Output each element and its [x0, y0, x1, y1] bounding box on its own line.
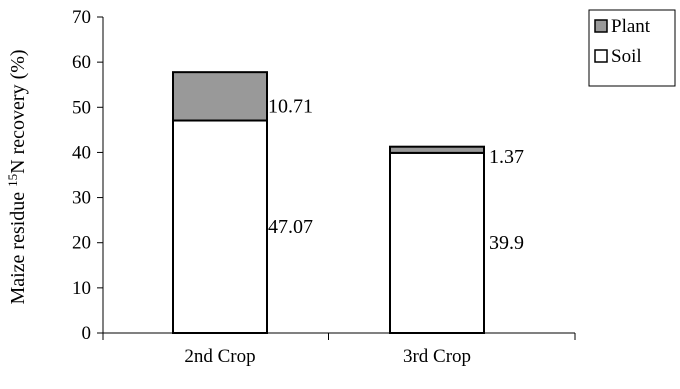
y-tick-label-30: 30 [72, 188, 91, 209]
y-tick-label-40: 40 [72, 142, 91, 163]
legend: Plant Soil [588, 9, 676, 87]
category-label-1: 3rd Crop [403, 346, 471, 367]
y-tick-label-60: 60 [72, 52, 91, 73]
bars [172, 71, 485, 334]
category-labels: 2nd Crop 3rd Crop [184, 346, 471, 367]
data-label-soil-0: 47.07 [268, 216, 313, 238]
bar-plant-0 [172, 71, 268, 122]
legend-swatch-soil [594, 49, 608, 63]
data-label-soil-1: 39.9 [489, 232, 524, 254]
y-tick-label-10: 10 [72, 278, 91, 299]
legend-swatch-plant [594, 19, 608, 33]
legend-label-soil: Soil [611, 46, 642, 67]
y-tick-label-20: 20 [72, 233, 91, 254]
bar-plant-1 [389, 145, 485, 154]
category-label-0: 2nd Crop [184, 346, 255, 367]
bar-soil-1 [389, 151, 485, 334]
y-axis-label-prefix: Maize residue [7, 187, 29, 305]
y-axis-label-sup: 15 [5, 174, 20, 187]
y-axis-label: Maize residue 15N recovery (%) [5, 49, 30, 304]
data-label-plant-1: 1.37 [489, 146, 524, 168]
legend-label-plant: Plant [611, 16, 651, 37]
y-tick-label-70: 70 [72, 7, 91, 28]
data-label-plant-0: 10.71 [268, 95, 313, 117]
y-tick-label-0: 0 [82, 323, 92, 344]
y-ticks: 0 10 20 30 40 50 60 70 [72, 7, 103, 344]
data-labels: 47.07 10.71 39.9 1.37 [268, 95, 524, 254]
y-tick-label-50: 50 [72, 97, 91, 118]
bar-soil-0 [172, 119, 268, 334]
y-axis-label-suffix: N recovery (%) [7, 49, 29, 173]
